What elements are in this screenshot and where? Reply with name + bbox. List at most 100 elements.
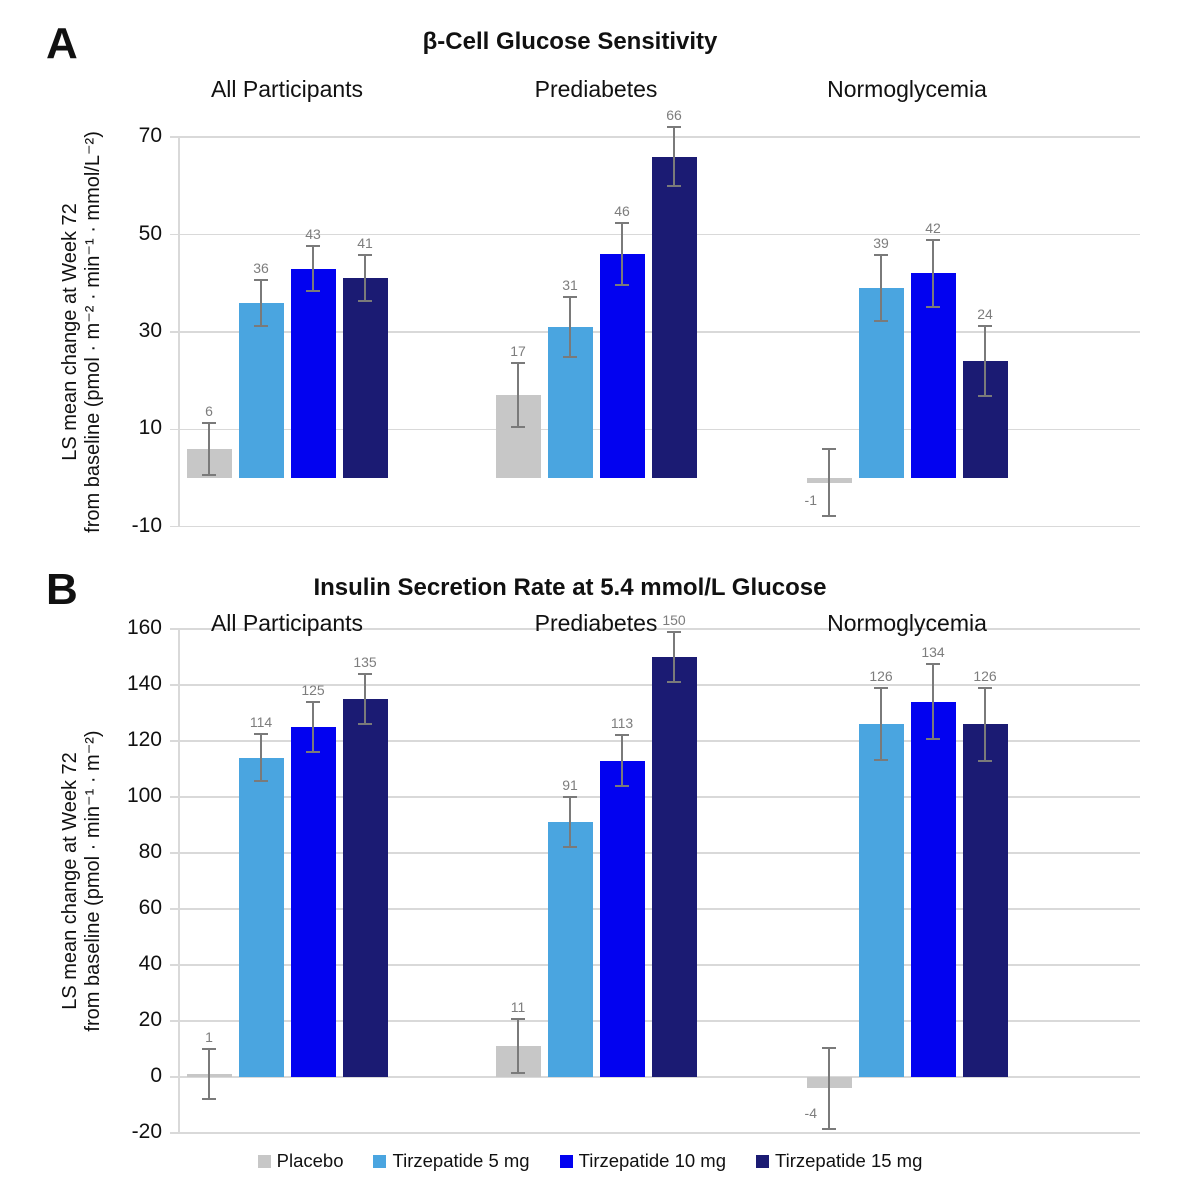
error-bar-line (312, 702, 314, 752)
y-axis-line (178, 137, 180, 527)
error-bar-line (984, 326, 986, 397)
error-bar-line (517, 1019, 519, 1074)
error-bar-line (932, 240, 934, 307)
error-bar-cap-top (358, 254, 372, 257)
error-bar-cap-top (874, 254, 888, 257)
y-tick-label: 0 (150, 1064, 162, 1087)
gridline (170, 628, 1140, 630)
bar-value-label: 113 (610, 715, 634, 732)
error-bar-cap-bottom (874, 759, 888, 762)
error-bar-cap-top (511, 1018, 525, 1021)
error-bar-line (673, 632, 675, 682)
error-bar-line (880, 255, 882, 321)
gridline (170, 136, 1140, 138)
error-bar-cap-top (822, 448, 836, 451)
error-bar-cap-bottom (926, 305, 940, 308)
error-bar-line (828, 1047, 830, 1129)
bar-tirzepatide-15-mg (651, 657, 697, 1077)
error-bar-line (260, 279, 262, 326)
error-bar-cap-top (822, 1046, 836, 1049)
y-tick-label: 160 (126, 616, 162, 639)
legend-item-placebo: Placebo (257, 1150, 344, 1172)
error-bar-line (880, 688, 882, 761)
group-label-all-participants: All Participants (210, 610, 364, 636)
y-tick-label: -20 (131, 1120, 162, 1143)
error-bar-line (621, 223, 623, 285)
error-bar-cap-bottom (306, 290, 320, 293)
bar-tirzepatide-10-mg (910, 701, 956, 1077)
legend-label: Tirzepatide 5 mg (392, 1150, 530, 1171)
error-bar-cap-bottom (254, 780, 268, 783)
error-bar-cap-top (511, 362, 525, 365)
y-tick-label: 30 (138, 318, 162, 342)
panel-a-title: β-Cell Glucose Sensitivity (422, 28, 718, 55)
error-bar-cap-bottom (978, 759, 992, 762)
bar-tirzepatide-15-mg (342, 278, 388, 478)
bar-value-label: 66 (666, 106, 682, 123)
bar-value-label: 11 (510, 999, 526, 1016)
bar-value-label: 46 (614, 203, 630, 220)
y-tick-label: 40 (138, 952, 162, 975)
gridline (170, 1076, 1140, 1078)
bar-value-label: 150 (662, 612, 686, 629)
legend: Placebo Tirzepatide 5 mg Tirzepatide 10 mg… (0, 1150, 1180, 1172)
bar-value-label: 41 (357, 235, 373, 252)
error-bar-cap-bottom (202, 1098, 216, 1101)
error-bar-cap-bottom (563, 846, 577, 849)
legend-swatch-icon (257, 1154, 271, 1168)
error-bar-cap-top (978, 686, 992, 689)
bar-value-label: 36 (253, 259, 269, 276)
error-bar-line (984, 687, 986, 761)
error-bar-cap-bottom (358, 300, 372, 303)
error-bar-cap-bottom (511, 1072, 525, 1075)
legend-label: Placebo (276, 1150, 344, 1171)
y-tick-label: 70 (138, 124, 162, 148)
error-bar-cap-top (926, 663, 940, 666)
y-tick-label: 50 (138, 221, 162, 245)
bar-tirzepatide-15-mg (651, 156, 697, 478)
error-bar-cap-bottom (306, 750, 320, 753)
bar-value-label: 126 (973, 667, 997, 684)
y-axis-line (178, 629, 180, 1133)
error-bar-cap-top (254, 733, 268, 736)
bar-tirzepatide-5-mg (238, 302, 284, 478)
bar-value-label: 31 (562, 276, 578, 293)
group-label-normoglycemia: Normoglycemia (827, 610, 987, 636)
error-bar-line (208, 422, 210, 475)
error-bar-line (208, 1049, 210, 1100)
panel-a-letter: A (46, 19, 78, 68)
panel-b-y-axis-label-line1: LS mean change at Week 72 (59, 752, 81, 1010)
bar-tirzepatide-10-mg (599, 253, 645, 478)
bar-value-label: 6 (205, 402, 213, 419)
error-bar-cap-bottom (511, 426, 525, 429)
bar-value-label: 24 (977, 306, 993, 323)
error-bar-cap-bottom (874, 319, 888, 322)
bar-value-label: -4 (804, 1104, 817, 1121)
panel-b-y-axis-label: LS mean change at Week 72 from baseline … (59, 621, 105, 1141)
panel-b-letter: B (46, 565, 78, 614)
bar-tirzepatide-15-mg (962, 724, 1008, 1077)
error-bar-cap-bottom (926, 738, 940, 741)
error-bar-line (517, 363, 519, 428)
gridline (170, 1132, 1140, 1134)
bar-value-label: 126 (869, 668, 893, 685)
y-tick-label: 10 (138, 416, 162, 440)
panel-b-title: Insulin Secretion Rate at 5.4 mmol/L Glu… (313, 574, 827, 601)
bar-tirzepatide-10-mg (599, 760, 645, 1077)
bar-value-label: 42 (925, 220, 941, 237)
error-bar-cap-top (615, 222, 629, 225)
bar-value-label: 43 (305, 225, 321, 242)
error-bar-line (312, 245, 314, 292)
error-bar-cap-bottom (978, 395, 992, 398)
error-bar-cap-top (202, 421, 216, 424)
error-bar-cap-bottom (667, 680, 681, 683)
group-label-normoglycemia: Normoglycemia (827, 76, 987, 102)
error-bar-cap-top (563, 295, 577, 298)
error-bar-cap-top (358, 673, 372, 676)
error-bar-line (932, 664, 934, 740)
bar-value-label: 91 (562, 777, 578, 793)
y-tick-label: 120 (126, 728, 162, 751)
bar-tirzepatide-10-mg (290, 727, 336, 1077)
error-bar-cap-top (202, 1048, 216, 1050)
error-bar-line (364, 255, 366, 302)
